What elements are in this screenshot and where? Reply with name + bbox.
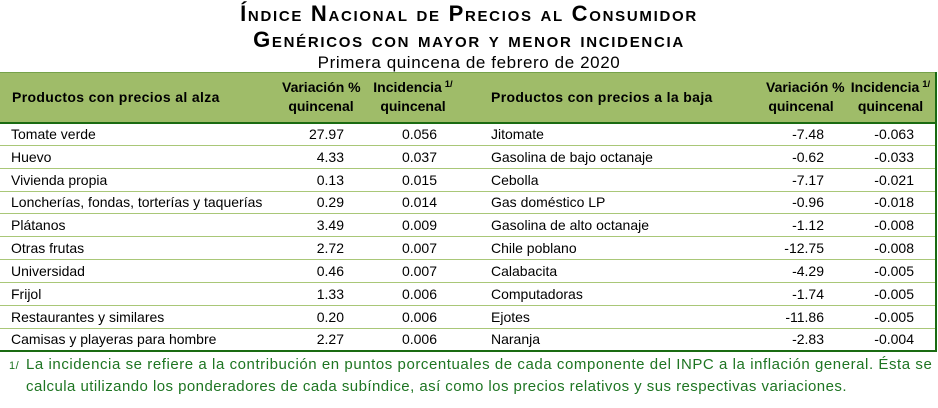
baja-incidencia-cell: -0.004 [836,328,936,352]
baja-incidencia-cell: -0.033 [836,145,936,169]
alza-product-cell: Universidad [0,259,282,283]
baja-incidencia-cell: -0.018 [836,191,936,215]
page-title: Índice Nacional de Precios al Consumidor [240,1,698,26]
baja-variacion-cell: -1.74 [766,282,836,306]
table-body: Tomate verde 27.97 0.056 Jitomate -7.48 … [0,122,936,352]
table-header-row: Productos con precios al alza Variación … [0,72,936,124]
baja-variacion-cell: -2.83 [766,328,836,352]
baja-product-cell: Computadoras [466,282,766,306]
baja-variacion-cell: -12.75 [766,236,836,261]
baja-product-cell: Cebolla [466,168,766,192]
baja-variacion-cell: -7.48 [766,122,836,146]
alza-incidencia-cell: 0.007 [360,259,466,283]
table-row: Plátanos 3.49 0.009 Gasolina de alto oct… [0,213,936,238]
baja-product-cell: Chile poblano [466,236,766,261]
alza-variacion-cell: 1.33 [282,282,360,306]
baja-variacion-cell: -4.29 [766,259,836,283]
column-header-alza-variacion: Variación % quincenal [282,72,361,124]
baja-variacion-cell: -11.86 [766,305,836,329]
alza-product-cell: Restaurantes y similares [0,305,282,329]
alza-variacion-cell: 3.49 [282,213,360,238]
alza-incidencia-cell: 0.014 [360,191,466,215]
column-header-baja-incidencia: Incidencia 1/ quincenal [836,72,936,124]
table-row: Vivienda propia 0.13 0.015 Cebolla -7.17… [0,168,936,192]
table-row: Otras frutas 2.72 0.007 Chile poblano -1… [0,236,936,261]
alza-product-cell: Frijol [0,282,282,306]
alza-incidencia-cell: 0.037 [360,145,466,169]
baja-incidencia-cell: -0.063 [836,122,936,146]
page-subtitle: Genéricos con mayor y menor incidencia [253,27,685,52]
alza-variacion-cell: 2.72 [282,236,360,261]
baja-incidencia-cell: -0.008 [836,236,936,261]
column-header-baja-variacion: Variación % quincenal [766,72,845,124]
alza-incidencia-cell: 0.056 [360,122,466,146]
baja-product-cell: Ejotes [466,305,766,329]
alza-variacion-cell: 0.13 [282,168,360,192]
table-row: Universidad 0.46 0.007 Calabacita -4.29 … [0,259,936,283]
footnote: 1/ La incidencia se refiere a la contrib… [0,354,938,399]
alza-incidencia-cell: 0.015 [360,168,466,192]
column-header-alza-products: Productos con precios al alza [0,72,282,124]
footnote-reference: 1/ [444,78,453,90]
baja-incidencia-cell: -0.005 [836,305,936,329]
baja-product-cell: Calabacita [466,259,766,283]
alza-variacion-cell: 0.20 [282,305,360,329]
baja-incidencia-cell: -0.005 [836,282,936,306]
alza-product-cell: Otras frutas [0,236,282,261]
incidence-table: Productos con precios al alza Variación … [0,72,937,352]
table-row: Frijol 1.33 0.006 Computadoras -1.74 -0.… [0,282,936,306]
alza-product-cell: Camisas y playeras para hombre [0,328,282,352]
footnote-line: La incidencia se refiere a la contribuci… [26,355,933,373]
baja-product-cell: Naranja [466,328,766,352]
alza-product-cell: Vivienda propia [0,168,282,192]
table-row: Camisas y playeras para hombre 2.27 0.00… [0,328,936,352]
alza-variacion-cell: 4.33 [282,145,360,169]
baja-incidencia-cell: -0.005 [836,259,936,283]
column-header-alza-incidencia: Incidencia 1/ quincenal [360,72,466,124]
baja-product-cell: Jitomate [466,122,766,146]
footnote-reference: 1/ [922,78,931,90]
table-row: Huevo 4.33 0.037 Gasolina de bajo octana… [0,145,936,169]
baja-product-cell: Gasolina de alto octanaje [466,213,766,238]
table-row: Restaurantes y similares 0.20 0.006 Ejot… [0,305,936,329]
baja-incidencia-cell: -0.021 [836,168,936,192]
alza-variacion-cell: 2.27 [282,328,360,352]
table-row: Loncherías, fondas, torterías y taquería… [0,191,936,215]
alza-product-cell: Tomate verde [0,122,282,146]
baja-variacion-cell: -0.96 [766,191,836,215]
alza-product-cell: Loncherías, fondas, torterías y taquería… [0,191,282,215]
alza-variacion-cell: 0.46 [282,259,360,283]
alza-incidencia-cell: 0.009 [360,213,466,238]
baja-product-cell: Gasolina de bajo octanaje [466,145,766,169]
alza-incidencia-cell: 0.006 [360,282,466,306]
baja-incidencia-cell: -0.008 [836,213,936,238]
alza-product-cell: Huevo [0,145,282,169]
alza-incidencia-cell: 0.007 [360,236,466,261]
baja-product-cell: Gas doméstico LP [466,191,766,215]
baja-variacion-cell: -0.62 [766,145,836,169]
alza-incidencia-cell: 0.006 [360,328,466,352]
footnote-marker: 1/ [9,359,20,372]
alza-incidencia-cell: 0.006 [360,305,466,329]
period-subtitle: Primera quincena de febrero de 2020 [317,53,621,72]
alza-variacion-cell: 27.97 [282,122,360,146]
alza-product-cell: Plátanos [0,213,282,238]
footnote-line: calcula utilizando los ponderadores de c… [26,378,847,396]
column-header-baja-products: Productos con precios a la baja [466,72,766,124]
baja-variacion-cell: -7.17 [766,168,836,192]
alza-variacion-cell: 0.29 [282,191,360,215]
table-row: Tomate verde 27.97 0.056 Jitomate -7.48 … [0,122,936,146]
baja-variacion-cell: -1.12 [766,213,836,238]
